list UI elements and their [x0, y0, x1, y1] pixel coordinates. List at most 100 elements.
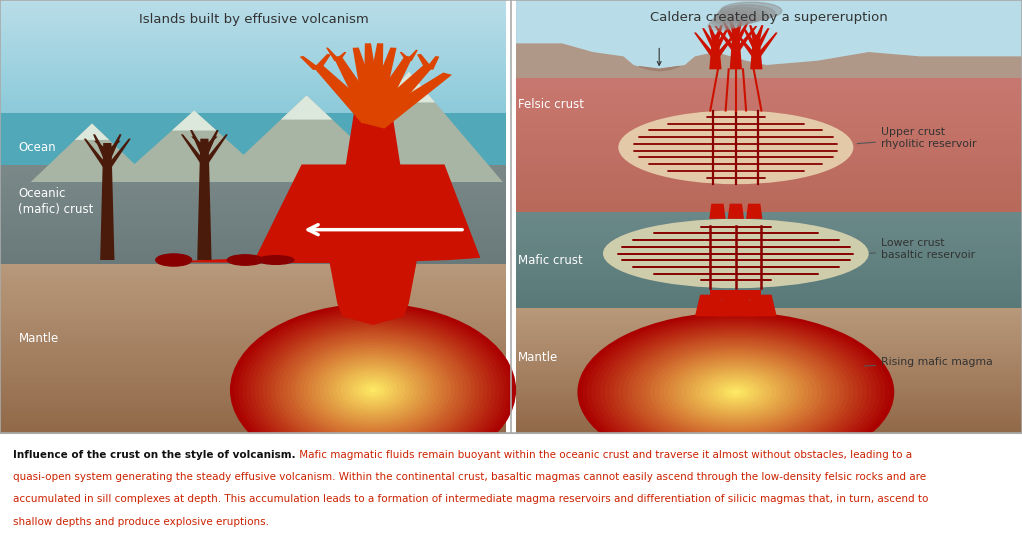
Text: quasi-open system generating the steady effusive volcanism. Within the continent: quasi-open system generating the steady …	[13, 472, 926, 482]
Bar	[0, 55, 506, 58]
Bar	[516, 398, 1022, 401]
Bar	[0, 120, 506, 121]
Ellipse shape	[672, 360, 799, 424]
Bar	[0, 277, 506, 281]
Bar	[0, 167, 506, 170]
Bar	[0, 128, 506, 130]
Bar	[0, 158, 506, 159]
Ellipse shape	[316, 355, 430, 425]
Ellipse shape	[230, 303, 516, 477]
Ellipse shape	[259, 256, 294, 264]
Ellipse shape	[155, 254, 192, 266]
Bar	[516, 311, 1022, 315]
Bar	[0, 173, 506, 175]
Bar	[516, 217, 1022, 222]
Bar	[0, 166, 506, 168]
Polygon shape	[702, 28, 718, 50]
Bar	[516, 261, 1022, 266]
Bar	[0, 421, 506, 425]
Bar	[0, 12, 506, 15]
Bar	[0, 170, 506, 172]
Bar	[0, 33, 506, 36]
Bar	[0, 133, 506, 135]
Ellipse shape	[707, 21, 733, 31]
Ellipse shape	[711, 16, 747, 27]
Polygon shape	[712, 28, 729, 50]
Bar	[516, 337, 1022, 340]
Bar	[0, 374, 506, 378]
Bar	[0, 230, 506, 232]
Bar	[516, 286, 1022, 291]
Bar	[0, 328, 506, 332]
Ellipse shape	[369, 387, 377, 393]
Bar	[0, 173, 506, 175]
Polygon shape	[215, 95, 399, 182]
Polygon shape	[417, 54, 433, 70]
Bar	[0, 184, 506, 186]
Bar	[0, 172, 506, 173]
Bar	[0, 165, 506, 166]
Bar	[0, 88, 506, 91]
Ellipse shape	[304, 348, 443, 432]
Ellipse shape	[717, 383, 754, 401]
Ellipse shape	[622, 335, 849, 449]
Bar	[516, 134, 1022, 140]
Bar	[516, 430, 1022, 433]
Bar	[516, 426, 1022, 430]
Bar	[516, 19, 1022, 24]
Bar	[516, 354, 1022, 358]
Ellipse shape	[695, 372, 777, 413]
Bar	[0, 353, 506, 357]
Bar	[0, 97, 506, 100]
Bar	[0, 235, 506, 238]
Bar	[0, 336, 506, 340]
Polygon shape	[299, 56, 321, 70]
Ellipse shape	[716, 7, 768, 22]
Bar	[0, 425, 506, 429]
Bar	[516, 379, 1022, 383]
Text: Ocean: Ocean	[18, 141, 56, 154]
Bar	[0, 163, 506, 165]
Bar	[0, 79, 506, 82]
Polygon shape	[93, 134, 110, 160]
Text: Caldera created by a supereruption: Caldera created by a supereruption	[650, 11, 887, 24]
Ellipse shape	[641, 344, 831, 440]
Bar	[516, 187, 1022, 193]
Ellipse shape	[603, 219, 869, 288]
Bar	[0, 42, 506, 45]
Bar	[0, 82, 506, 85]
Ellipse shape	[250, 316, 496, 464]
Polygon shape	[353, 48, 382, 113]
Bar	[516, 242, 1022, 247]
Polygon shape	[362, 64, 434, 124]
Bar	[0, 257, 506, 259]
Bar	[516, 387, 1022, 390]
Ellipse shape	[628, 337, 844, 447]
Bar	[516, 247, 1022, 251]
Bar	[0, 429, 506, 433]
Polygon shape	[326, 48, 340, 61]
Bar	[516, 74, 1022, 78]
Bar	[516, 401, 1022, 404]
Ellipse shape	[361, 383, 385, 398]
Ellipse shape	[700, 374, 772, 410]
Bar	[516, 81, 1022, 87]
Bar	[516, 70, 1022, 74]
Ellipse shape	[709, 19, 740, 29]
Text: shallow depths and produce explosive eruptions.: shallow depths and produce explosive eru…	[13, 517, 269, 526]
Bar	[516, 333, 1022, 337]
Polygon shape	[425, 56, 439, 70]
Bar	[0, 294, 506, 298]
Bar	[516, 117, 1022, 123]
Bar	[0, 94, 506, 97]
Bar	[516, 47, 1022, 51]
Bar	[0, 227, 506, 230]
Polygon shape	[364, 48, 397, 113]
Polygon shape	[363, 56, 413, 118]
Bar	[516, 358, 1022, 362]
Ellipse shape	[349, 375, 398, 405]
Bar	[0, 154, 506, 156]
Ellipse shape	[287, 338, 459, 442]
Bar	[516, 266, 1022, 271]
Bar	[516, 66, 1022, 70]
